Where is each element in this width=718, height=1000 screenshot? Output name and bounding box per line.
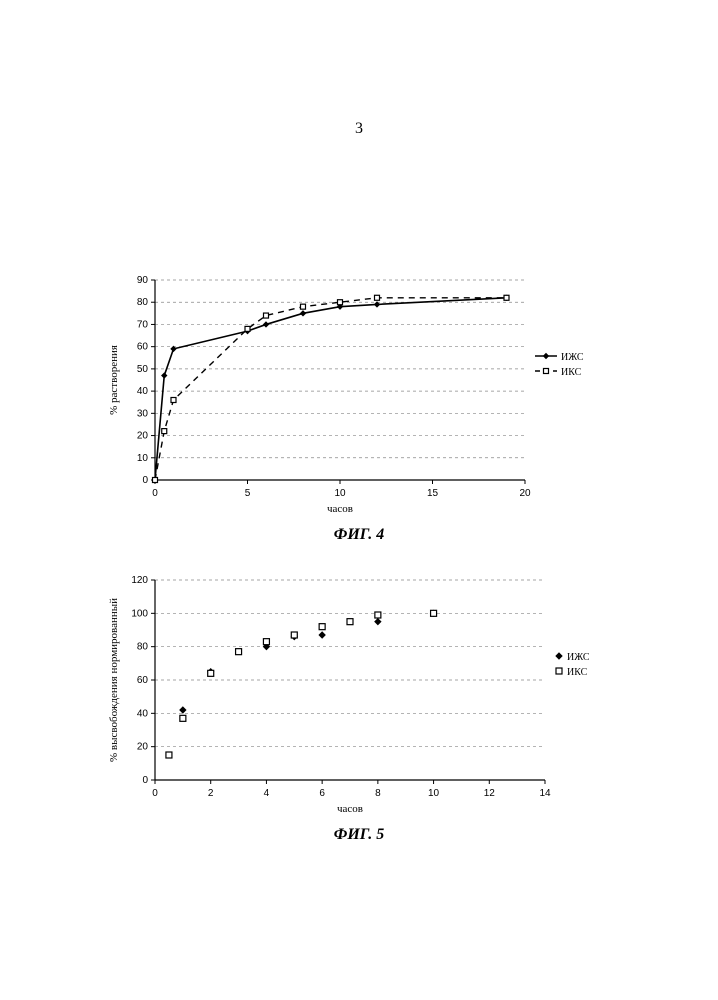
svg-text:80: 80 <box>137 642 149 653</box>
svg-text:% высвобождения нормированный: % высвобождения нормированный <box>108 598 120 762</box>
svg-text:8: 8 <box>375 788 381 799</box>
svg-text:0: 0 <box>142 775 148 786</box>
svg-text:0: 0 <box>152 788 158 799</box>
svg-text:часов: часов <box>337 803 363 815</box>
svg-text:5: 5 <box>245 488 251 499</box>
svg-text:14: 14 <box>539 788 551 799</box>
svg-text:60: 60 <box>137 675 149 686</box>
svg-text:15: 15 <box>427 488 439 499</box>
svg-text:20: 20 <box>137 742 149 753</box>
svg-text:20: 20 <box>519 488 531 499</box>
svg-text:10: 10 <box>334 488 346 499</box>
svg-text:100: 100 <box>131 608 148 619</box>
svg-text:6: 6 <box>319 788 325 799</box>
svg-text:2: 2 <box>208 788 214 799</box>
svg-text:40: 40 <box>137 386 149 397</box>
svg-text:часов: часов <box>327 503 353 515</box>
svg-text:4: 4 <box>264 788 270 799</box>
caption-fig5: ФИГ. 5 <box>100 826 618 844</box>
svg-text:70: 70 <box>137 319 149 330</box>
svg-text:80: 80 <box>137 297 149 308</box>
chart-fig4: 0 10 20 30 40 50 60 70 80 90 0 5 10 15 20 часов % раство… <box>100 270 618 520</box>
svg-text:ИЖС: ИЖС <box>561 352 584 363</box>
figure-5: 0 20 40 60 80 100 120 0 2 4 6 8 10 12 14 часов % высвобо… <box>100 570 618 844</box>
figure-4: 0 10 20 30 40 50 60 70 80 90 0 5 10 15 20 часов % раство… <box>100 270 618 544</box>
chart-fig5: 0 20 40 60 80 100 120 0 2 4 6 8 10 12 14 часов % высвобо… <box>100 570 618 820</box>
caption-fig4: ФИГ. 4 <box>100 526 618 544</box>
svg-text:0: 0 <box>142 475 148 486</box>
svg-text:60: 60 <box>137 342 149 353</box>
svg-text:120: 120 <box>131 575 148 586</box>
svg-text:% растворения: % растворения <box>108 345 120 415</box>
svg-text:40: 40 <box>137 708 149 719</box>
page-number: 3 <box>0 120 718 138</box>
svg-text:0: 0 <box>152 488 158 499</box>
svg-text:30: 30 <box>137 408 149 419</box>
svg-text:10: 10 <box>428 788 440 799</box>
svg-text:10: 10 <box>137 453 149 464</box>
svg-text:20: 20 <box>137 431 149 442</box>
svg-text:ИКС: ИКС <box>561 367 582 378</box>
svg-text:12: 12 <box>484 788 496 799</box>
svg-text:90: 90 <box>137 275 149 286</box>
svg-text:ИЖС: ИЖС <box>567 652 590 663</box>
svg-text:50: 50 <box>137 364 149 375</box>
svg-text:ИКС: ИКС <box>567 667 588 678</box>
